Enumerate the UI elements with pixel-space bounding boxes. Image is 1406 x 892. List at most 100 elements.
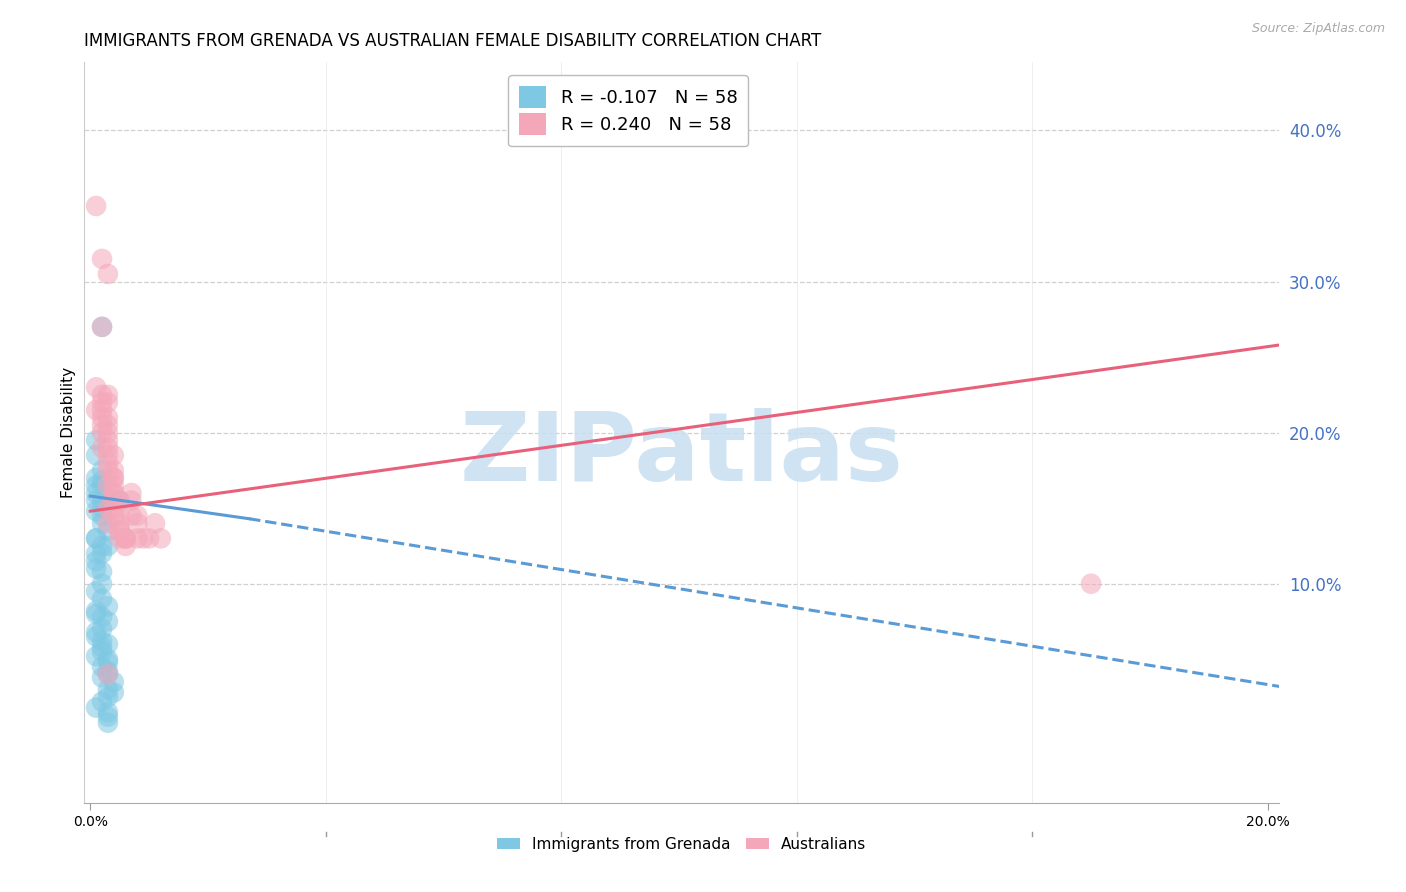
Point — [84, 607, 107, 621]
Point — [108, 532, 131, 546]
Point — [91, 640, 114, 655]
Point — [84, 561, 107, 575]
Point — [103, 501, 125, 516]
Point — [84, 433, 107, 447]
Point — [97, 493, 120, 508]
Point — [84, 471, 107, 485]
Point — [127, 532, 149, 546]
Point — [91, 539, 114, 553]
Point — [97, 425, 120, 440]
Point — [97, 441, 120, 455]
Point — [108, 524, 131, 538]
Point — [97, 667, 120, 681]
Point — [91, 388, 114, 402]
Point — [91, 610, 114, 624]
Point — [143, 516, 166, 531]
Point — [91, 660, 114, 674]
Point — [84, 493, 107, 508]
Point — [91, 410, 114, 425]
Point — [84, 199, 107, 213]
Point — [97, 715, 120, 730]
Point — [103, 493, 125, 508]
Point — [84, 403, 107, 417]
Point — [84, 486, 107, 500]
Point — [91, 645, 114, 659]
Point — [91, 478, 114, 492]
Point — [114, 532, 136, 546]
Point — [103, 508, 125, 523]
Point — [108, 493, 131, 508]
Point — [91, 634, 114, 648]
Point — [84, 478, 107, 492]
Point — [91, 516, 114, 531]
Point — [91, 565, 114, 579]
Point — [91, 695, 114, 709]
Point — [91, 319, 114, 334]
Point — [97, 655, 120, 669]
Point — [103, 685, 125, 699]
Point — [84, 532, 107, 546]
Point — [138, 532, 160, 546]
Point — [91, 403, 114, 417]
Point — [103, 478, 125, 492]
Point — [91, 670, 114, 684]
Point — [103, 486, 125, 500]
Point — [84, 649, 107, 664]
Point — [103, 471, 125, 485]
Point — [91, 547, 114, 561]
Point — [97, 478, 120, 492]
Point — [97, 433, 120, 447]
Point — [108, 524, 131, 538]
Point — [114, 539, 136, 553]
Point — [91, 319, 114, 334]
Point — [84, 448, 107, 462]
Point — [120, 486, 142, 500]
Point — [97, 665, 120, 679]
Point — [114, 532, 136, 546]
Point — [120, 508, 142, 523]
Point — [97, 501, 120, 516]
Point — [84, 584, 107, 599]
Point — [108, 508, 131, 523]
Point — [97, 539, 120, 553]
Point — [91, 425, 114, 440]
Point — [97, 615, 120, 629]
Point — [97, 456, 120, 470]
Point — [97, 705, 120, 719]
Point — [132, 532, 155, 546]
Point — [97, 410, 120, 425]
Point — [97, 690, 120, 704]
Point — [91, 474, 114, 488]
Point — [97, 637, 120, 651]
Point — [103, 448, 125, 462]
Text: ZIPatlas: ZIPatlas — [460, 409, 904, 501]
Y-axis label: Female Disability: Female Disability — [60, 367, 76, 499]
Point — [108, 516, 131, 531]
Point — [120, 493, 142, 508]
Point — [97, 418, 120, 433]
Point — [91, 508, 114, 523]
Point — [91, 463, 114, 477]
Point — [84, 532, 107, 546]
Point — [114, 532, 136, 546]
Point — [103, 674, 125, 689]
Text: Source: ZipAtlas.com: Source: ZipAtlas.com — [1251, 22, 1385, 36]
Point — [1080, 576, 1102, 591]
Legend: Immigrants from Grenada, Australians: Immigrants from Grenada, Australians — [491, 830, 873, 858]
Point — [84, 625, 107, 640]
Point — [127, 516, 149, 531]
Point — [103, 471, 125, 485]
Text: IMMIGRANTS FROM GRENADA VS AUSTRALIAN FEMALE DISABILITY CORRELATION CHART: IMMIGRANTS FROM GRENADA VS AUSTRALIAN FE… — [84, 32, 821, 50]
Point — [97, 709, 120, 723]
Point — [97, 395, 120, 409]
Point — [84, 547, 107, 561]
Point — [97, 388, 120, 402]
Point — [97, 652, 120, 666]
Point — [97, 524, 120, 538]
Point — [91, 501, 114, 516]
Point — [97, 448, 120, 462]
Point — [91, 418, 114, 433]
Point — [103, 463, 125, 477]
Point — [91, 395, 114, 409]
Point — [91, 622, 114, 636]
